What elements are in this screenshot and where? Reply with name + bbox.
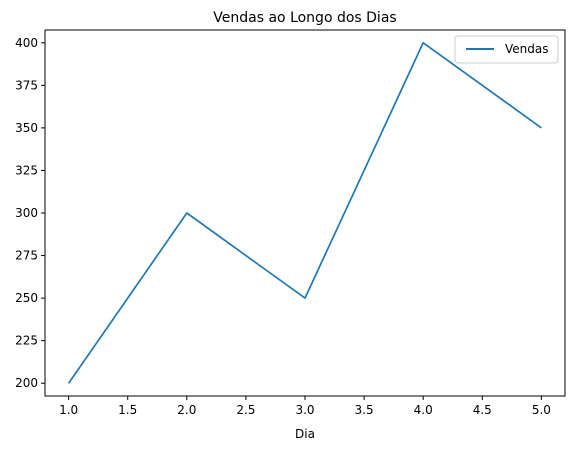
- y-tick-label: 325: [15, 163, 38, 177]
- plot-area: [45, 30, 565, 396]
- x-tick-label: 3.5: [355, 403, 374, 417]
- y-tick-label: 200: [15, 376, 38, 390]
- y-tick-label: 250: [15, 291, 38, 305]
- axis-ticks: 1.0 1.5 2.0 2.5 3.0 3.5 4.0 4.5 5.0 200 225 250 275 3…: [15, 36, 551, 417]
- x-tick-label: 3.0: [295, 403, 314, 417]
- x-tick-label: 4.0: [414, 403, 433, 417]
- y-tick-label: 400: [15, 36, 38, 50]
- y-tick-label: 375: [15, 78, 38, 92]
- series-line-vendas: [67, 41, 542, 384]
- x-tick-label: 2.5: [236, 403, 255, 417]
- x-tick-label: 2.0: [177, 403, 196, 417]
- y-tick-label: 350: [15, 121, 38, 135]
- x-tick-label: 4.5: [473, 403, 492, 417]
- plot-frame: [44, 29, 566, 397]
- y-tick-label: 225: [15, 334, 38, 348]
- x-tick-label: 1.5: [118, 403, 137, 417]
- x-tick-label: 5.0: [532, 403, 551, 417]
- legend: Vendas: [454, 35, 559, 64]
- y-tick-label: 300: [15, 206, 38, 220]
- x-axis-label: Dia: [295, 427, 315, 441]
- x-tick-label: 1.0: [59, 403, 78, 417]
- chart-title: Vendas ao Longo dos Dias: [213, 10, 396, 26]
- y-tick-label: 275: [15, 249, 38, 263]
- legend-box: [454, 35, 559, 64]
- legend-label: Vendas: [505, 42, 549, 56]
- series-layer: [67, 41, 542, 384]
